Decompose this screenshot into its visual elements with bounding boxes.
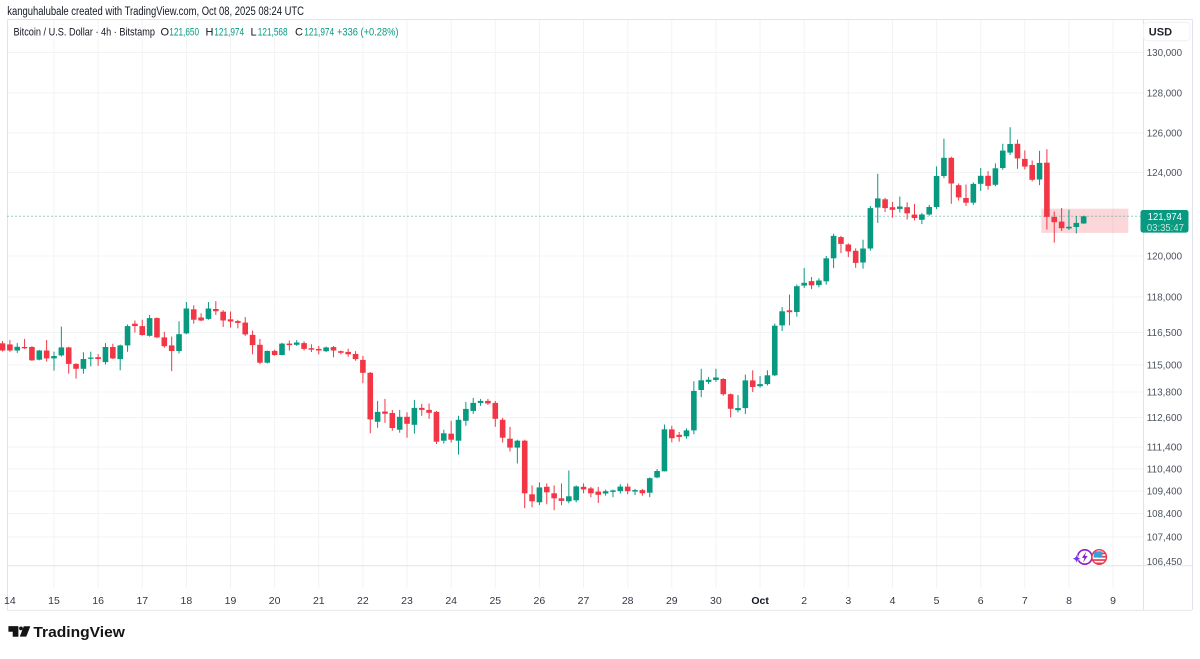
svg-text:115,000: 115,000 [1147, 360, 1183, 372]
svg-text:9: 9 [1110, 595, 1116, 607]
svg-text:Bitcoin / U.S. Dollar · 4h · B: Bitcoin / U.S. Dollar · 4h · Bitstamp [14, 26, 156, 38]
svg-text:116,500: 116,500 [1147, 327, 1183, 339]
svg-text:126,000: 126,000 [1147, 128, 1183, 140]
svg-text:16: 16 [92, 595, 104, 607]
svg-text:25: 25 [489, 595, 501, 607]
svg-text:26: 26 [534, 595, 546, 607]
svg-text:124,000: 124,000 [1147, 167, 1183, 179]
svg-text:USD: USD [1149, 26, 1172, 38]
svg-text:8: 8 [1066, 595, 1072, 607]
svg-text:kanguhalubale created with Tra: kanguhalubale created with TradingView.c… [7, 6, 304, 18]
svg-text:03:35:47: 03:35:47 [1147, 222, 1184, 234]
svg-text:121,650: 121,650 [169, 26, 199, 38]
svg-text:130,000: 130,000 [1147, 47, 1183, 59]
svg-text:O: O [161, 26, 170, 38]
svg-text:C: C [295, 26, 303, 38]
svg-text:4: 4 [890, 595, 896, 607]
svg-text:29: 29 [666, 595, 678, 607]
svg-text:111,400: 111,400 [1147, 442, 1183, 454]
svg-text:121,974: 121,974 [214, 26, 244, 38]
svg-text:23: 23 [401, 595, 413, 607]
svg-text:106,450: 106,450 [1147, 556, 1183, 568]
svg-text:112,600: 112,600 [1147, 412, 1183, 424]
svg-text:Oct: Oct [751, 595, 769, 607]
svg-text:110,400: 110,400 [1147, 464, 1183, 476]
svg-text:H: H [206, 26, 214, 38]
svg-text:121,974: 121,974 [1148, 211, 1182, 223]
svg-text:107,400: 107,400 [1147, 532, 1183, 544]
svg-text:TradingView: TradingView [33, 625, 125, 641]
svg-text:113,800: 113,800 [1147, 387, 1183, 399]
svg-text:17: 17 [136, 595, 148, 607]
svg-text:15: 15 [48, 595, 60, 607]
svg-text:24: 24 [445, 595, 457, 607]
svg-text:21: 21 [313, 595, 325, 607]
svg-text:20: 20 [269, 595, 281, 607]
svg-text:L: L [251, 26, 257, 38]
svg-text:109,400: 109,400 [1147, 486, 1183, 498]
svg-text:2: 2 [801, 595, 807, 607]
svg-text:118,000: 118,000 [1147, 292, 1183, 304]
svg-text:28: 28 [622, 595, 634, 607]
svg-text:120,000: 120,000 [1147, 251, 1183, 263]
svg-text:19: 19 [225, 595, 237, 607]
svg-text:30: 30 [710, 595, 722, 607]
svg-text:27: 27 [578, 595, 590, 607]
svg-text:7: 7 [1022, 595, 1028, 607]
svg-text:121,568: 121,568 [258, 26, 288, 38]
svg-text:128,000: 128,000 [1147, 88, 1183, 100]
svg-text:+336 (+0.28%): +336 (+0.28%) [337, 26, 399, 38]
svg-text:18: 18 [181, 595, 193, 607]
svg-text:22: 22 [357, 595, 369, 607]
svg-text:6: 6 [978, 595, 984, 607]
svg-text:108,400: 108,400 [1147, 508, 1183, 520]
svg-text:121,974: 121,974 [304, 26, 334, 38]
svg-text:5: 5 [934, 595, 940, 607]
svg-text:14: 14 [4, 595, 16, 607]
svg-text:3: 3 [845, 595, 851, 607]
